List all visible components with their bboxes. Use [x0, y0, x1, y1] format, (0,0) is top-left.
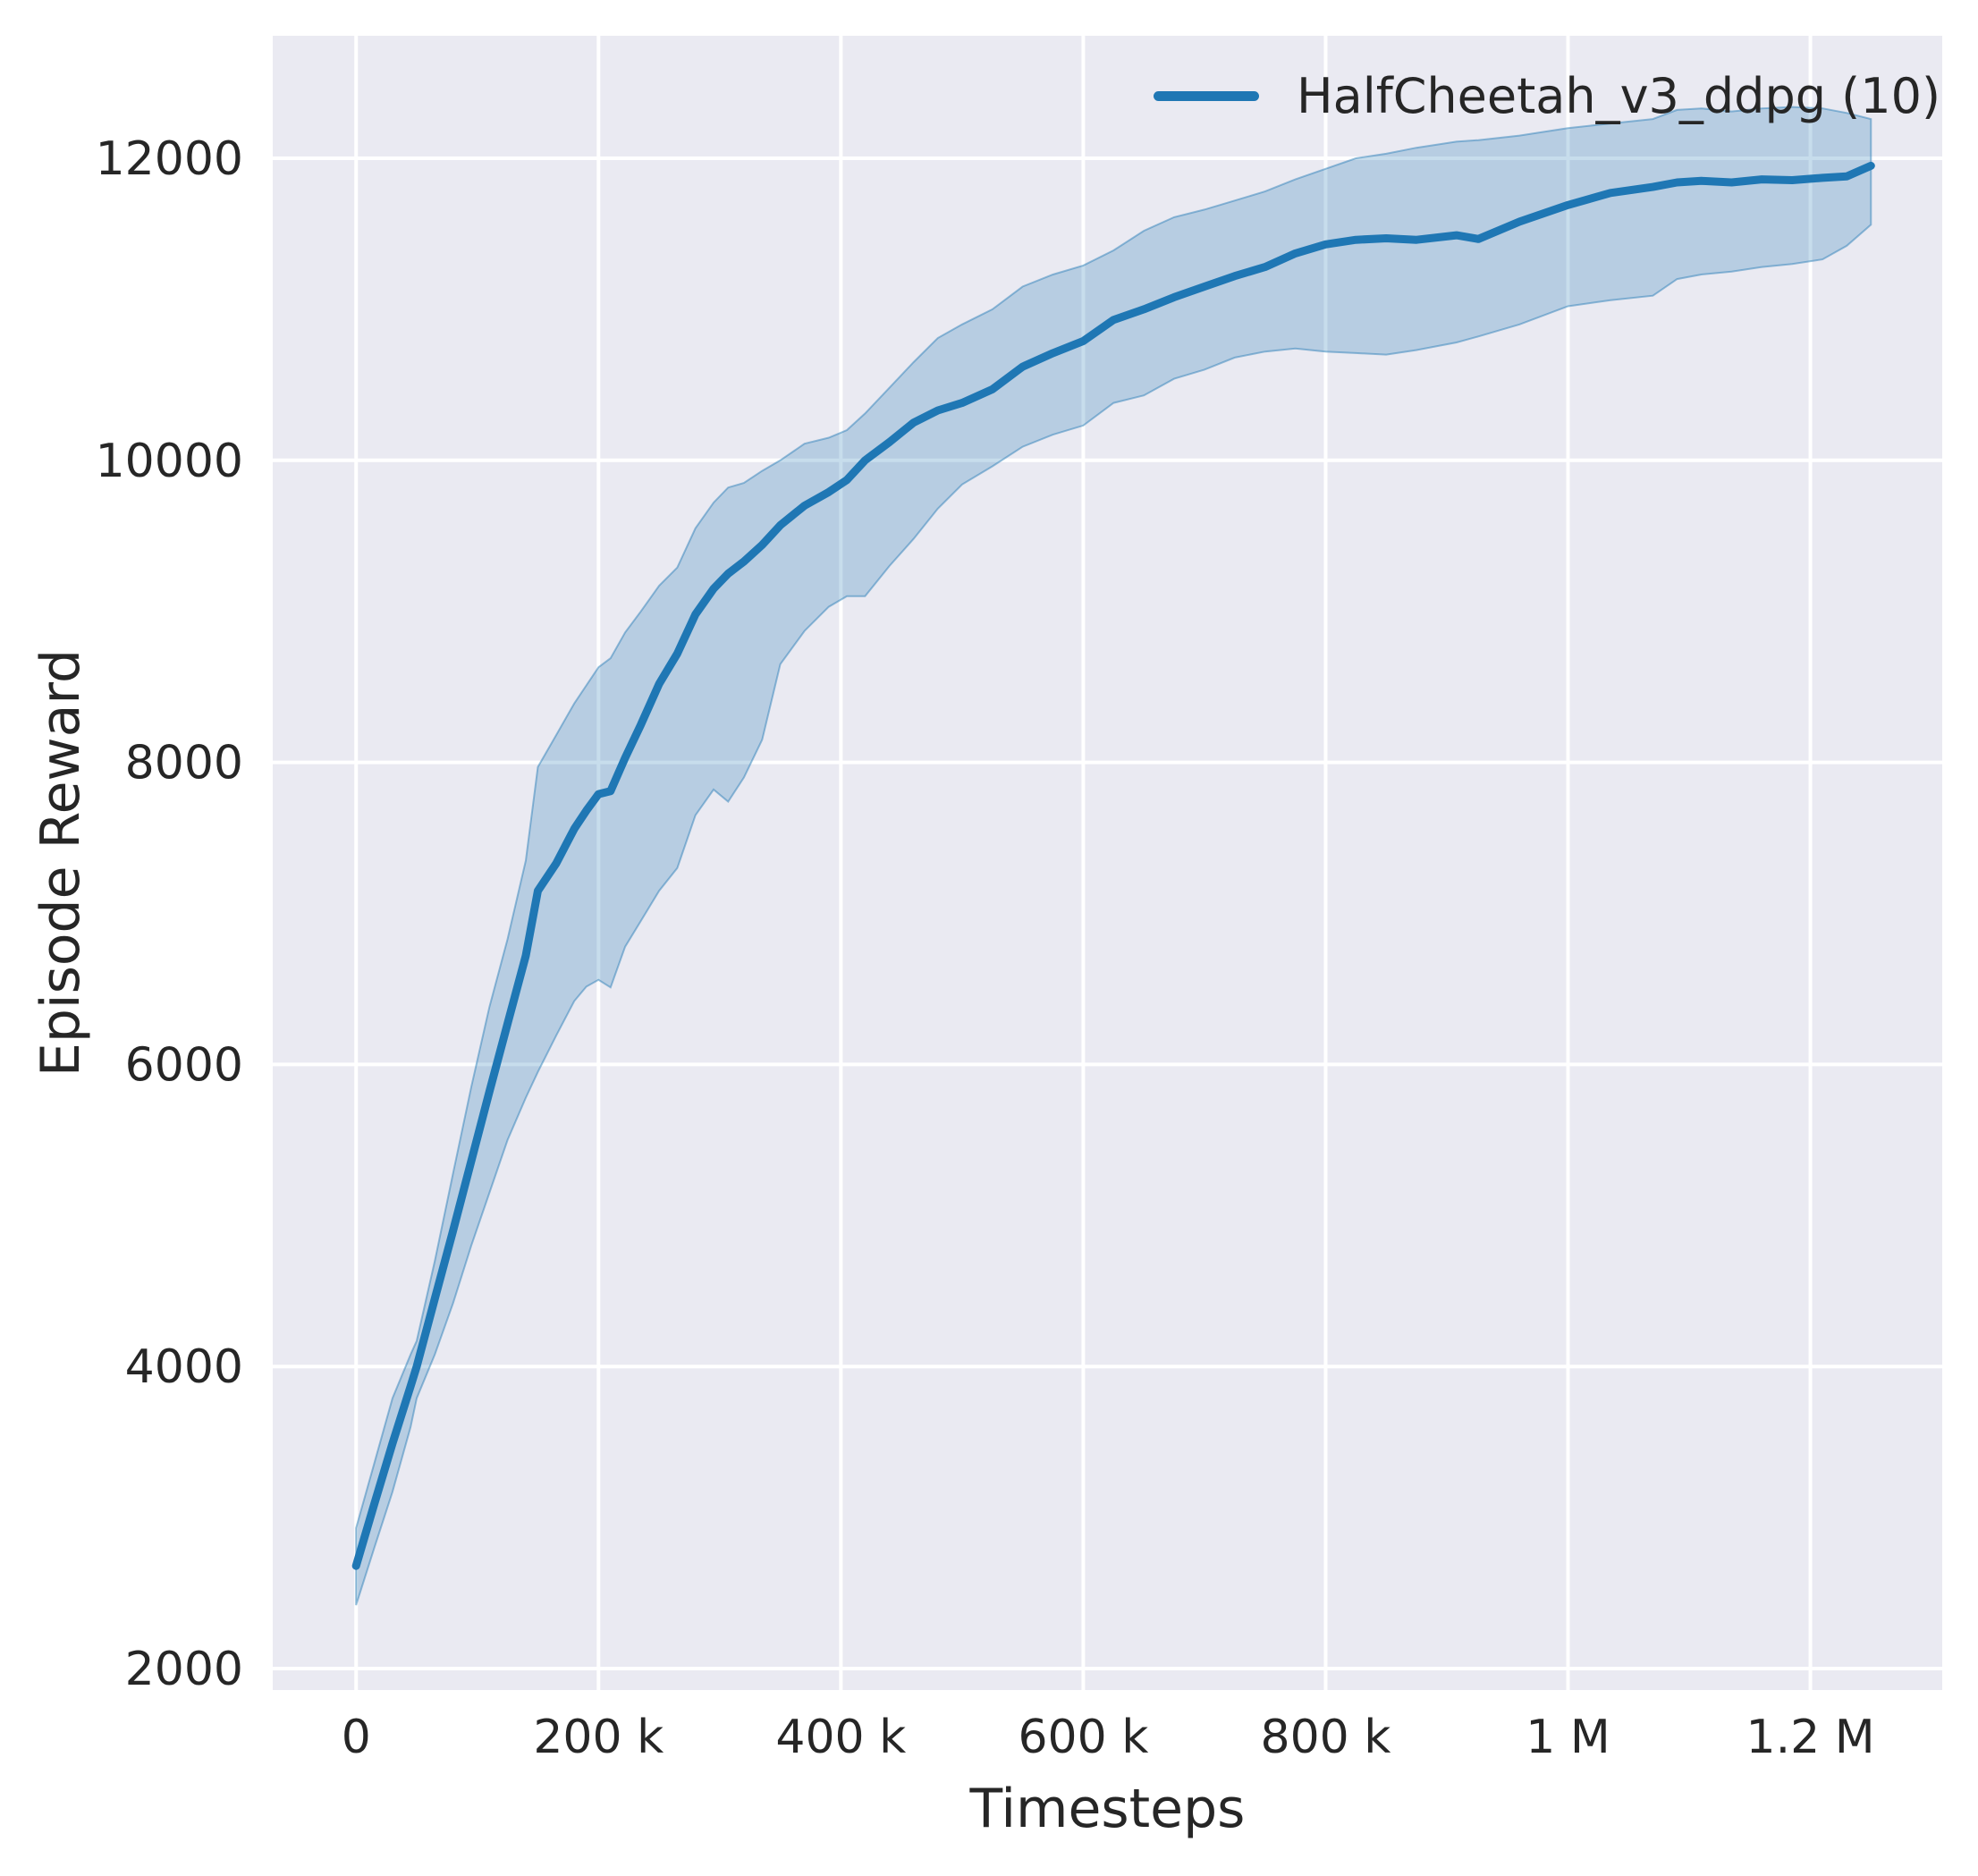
confidence-band [355, 106, 1872, 1606]
y-tick-label: 10000 [96, 435, 243, 488]
plot-area [273, 36, 1942, 1690]
x-tick-label: 0 [342, 1711, 371, 1764]
x-tick-label: 1 M [1526, 1711, 1610, 1764]
y-tick-label: 12000 [96, 132, 243, 186]
y-tick-label: 8000 [125, 737, 243, 790]
x-tick-label: 400 k [775, 1711, 906, 1764]
x-axis-label: Timesteps [969, 1778, 1246, 1840]
x-tick-label: 200 k [533, 1711, 664, 1764]
y-tick-label: 6000 [125, 1038, 243, 1092]
legend: HalfCheetah_v3_ddpg (10) [1154, 68, 1940, 124]
x-tick-label: 600 k [1018, 1711, 1148, 1764]
legend-line-sample [1154, 91, 1259, 101]
x-tick-label: 800 k [1260, 1711, 1391, 1764]
y-axis-label: Episode Reward [30, 648, 92, 1077]
mean-line [351, 161, 1875, 1570]
y-tick-label: 4000 [125, 1340, 243, 1394]
legend-label: HalfCheetah_v3_ddpg (10) [1297, 68, 1941, 124]
y-tick-label: 2000 [125, 1643, 243, 1696]
x-tick-label: 1.2 M [1746, 1711, 1875, 1764]
